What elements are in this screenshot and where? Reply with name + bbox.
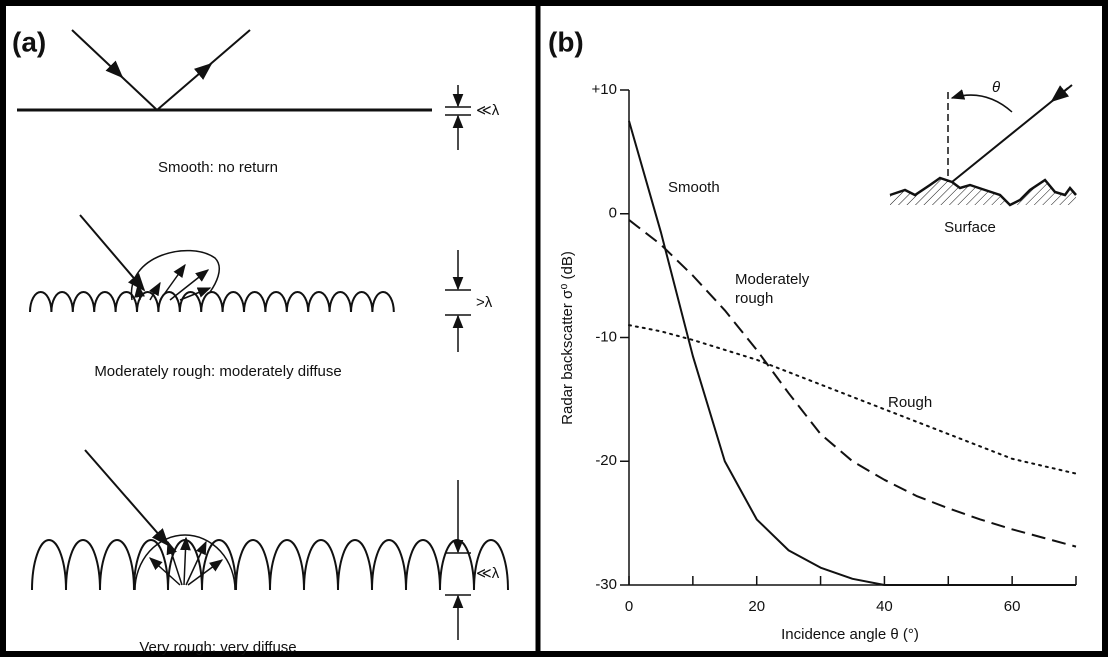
series-line	[628, 324, 1077, 475]
series-line	[628, 219, 1077, 548]
series-label: Rough	[888, 394, 933, 411]
y-tick-label: -20	[595, 452, 617, 469]
caption: Very rough: very diffuse	[139, 639, 296, 656]
panel-label: (b)	[548, 26, 584, 57]
series-label: Moderately rough	[735, 271, 810, 307]
arrowhead	[193, 62, 213, 80]
x-tick-label: 60	[1004, 598, 1021, 615]
moderately-rough-surface	[29, 291, 395, 313]
x-tick-label: 0	[625, 598, 633, 615]
y-tick-label: +10	[592, 81, 617, 98]
series-line	[628, 120, 1076, 586]
height-label: >λ	[476, 294, 493, 311]
panel-a: (a) Smooth: no return Moderately rough: …	[12, 26, 509, 656]
x-axis-label: Incidence angle θ (°)	[781, 626, 919, 643]
y-axis-label: Radar backscatter σ⁰ (dB)	[559, 251, 576, 425]
inset-label: Surface	[944, 219, 996, 236]
arrowhead	[105, 60, 124, 79]
scatter-arrow	[166, 540, 183, 586]
height-label: ≪λ	[476, 565, 500, 582]
very-rough-surface	[31, 539, 509, 591]
scatter-arrow	[134, 283, 145, 301]
incident-ray	[79, 214, 146, 292]
incident-ray	[71, 29, 158, 111]
x-tick-label: 20	[748, 598, 765, 615]
height-label: ≪λ	[476, 102, 500, 119]
inset-label: θ	[992, 79, 1000, 96]
height-marker	[445, 85, 471, 640]
caption: Moderately rough: moderately diffuse	[94, 363, 341, 380]
panel-label: (a)	[12, 26, 46, 57]
scatter-lobe	[130, 249, 220, 301]
scatter-arrow	[185, 540, 207, 586]
x-tick-label: 40	[876, 598, 893, 615]
scatter-lobe	[134, 534, 236, 591]
scatter-arrow	[159, 263, 186, 301]
surface-profile	[29, 291, 395, 313]
scatter-arrow	[180, 536, 191, 586]
series-label: Smooth	[668, 179, 720, 196]
scatter-arrow	[187, 559, 224, 586]
caption: Smooth: no return	[158, 159, 278, 176]
surface-profile	[31, 539, 509, 591]
scatter-arrow	[148, 557, 181, 586]
scatter-arrow	[179, 287, 212, 301]
y-tick-label: 0	[609, 205, 617, 222]
scatter-arrow	[169, 269, 210, 301]
incident-ray	[84, 449, 170, 547]
scatter-arrow	[149, 281, 161, 301]
reflected-ray	[156, 29, 251, 111]
inset: θ Surface	[889, 79, 1077, 236]
y-tick-label: -30	[595, 576, 617, 593]
y-tick-label: -10	[595, 328, 617, 345]
